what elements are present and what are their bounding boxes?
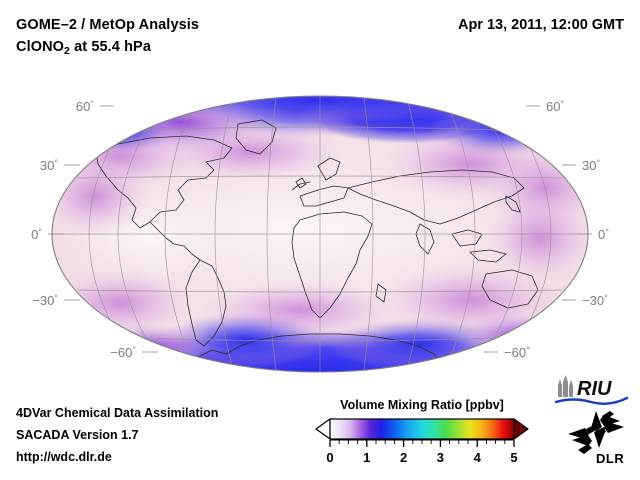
meridian-120w [117,121,151,347]
dlr-wordmark: DLR [596,451,624,466]
colorbar-tick-labels: 0 1 2 3 4 5 [326,450,517,465]
colorbar-major-ticks [329,440,515,447]
riu-tower-icon [558,375,573,397]
colorbar-tick-2: 2 [400,450,407,465]
meridian-30e [363,97,374,371]
lat-label-left-60n: 60° [76,99,94,114]
colorbar-tick-5: 5 [510,450,517,465]
header-title-block: GOME–2 / MetOp Analysis ClONO2 at 55.4 h… [16,14,436,59]
lat-label-right-0: 0° [598,227,609,242]
colorbar-minor-ticks [338,440,506,444]
field-blob-w-violet [52,156,150,236]
lat-label-right-30s: −30° [582,293,608,308]
colorbar-extend-min [315,418,331,440]
lat-label-right-30n: 30° [582,158,600,173]
meridian-90w [164,109,191,359]
colorbar-tick-4: 4 [474,450,482,465]
colorbar-title: Volume Mixing Ratio [ppbv] [340,398,504,412]
riu-logo: RIU [554,375,629,405]
riu-wave-icon [554,396,629,405]
instrument-title: GOME–2 / MetOp Analysis [16,17,200,33]
species-title: ClONO2 at 55.4 hPa [16,36,436,59]
mollweide-map: 60° 30° 0° −30° −60° 60° 30° 0° −30° −60… [31,95,609,373]
dlr-pinwheel-icon [568,411,624,454]
coastlines [65,119,565,372]
riu-wordmark: RIU [577,378,612,400]
lat-labels-right: 60° 30° 0° −30° −60° [484,99,609,360]
lat-label-left-30n: 30° [40,158,58,173]
lat-label-left-60s: −60° [110,345,136,360]
graticule [52,96,588,372]
species-name: ClONO [16,39,65,55]
species-subscript: 2 [64,45,70,57]
colorbar-panel: Volume Mixing Ratio [ppbv] [306,398,538,472]
colorbar: 0 1 2 3 4 5 [315,418,529,465]
dlr-logo: DLR [568,411,624,466]
map-panel: 60° 30° 0° −30° −60° 60° 30° 0° −30° −60… [0,78,640,388]
data-field [52,96,588,372]
footer-url[interactable]: http://wdc.dlr.de [16,450,112,464]
lat-labels-left: 60° 30° 0° −30° −60° [31,99,158,360]
lat-label-right-60s: −60° [504,345,530,360]
meridian-120e [489,121,523,347]
colorbar-extend-max [513,418,529,440]
field-blob-southern-ocean-w [90,324,210,368]
lat-label-left-0: 0° [31,227,42,242]
footer-textblock: 4DVar Chemical Data Assimilation SACADA … [16,402,316,468]
colorbar-tick-1: 1 [363,450,370,465]
footer-version: SACADA Version 1.7 [16,428,139,442]
footer-method: 4DVar Chemical Data Assimilation [16,406,219,420]
colorbar-tick-3: 3 [437,450,444,465]
lat-label-right-60n: 60° [546,99,564,114]
species-level: at 55.4 hPa [69,39,151,55]
meridian-60e [407,101,426,367]
lat-label-left-30s: −30° [32,293,58,308]
header-datetime: Apr 13, 2011, 12:00 GMT [457,17,624,33]
colorbar-gradient [329,418,515,440]
meridian-90e [449,109,476,359]
colorbar-tick-0: 0 [326,450,333,465]
field-blob-indian-violet [485,193,588,283]
meridian-60w [214,101,233,367]
meridian-30w [266,97,277,371]
meridian-150w [88,139,115,329]
meridian-150e [525,139,552,329]
